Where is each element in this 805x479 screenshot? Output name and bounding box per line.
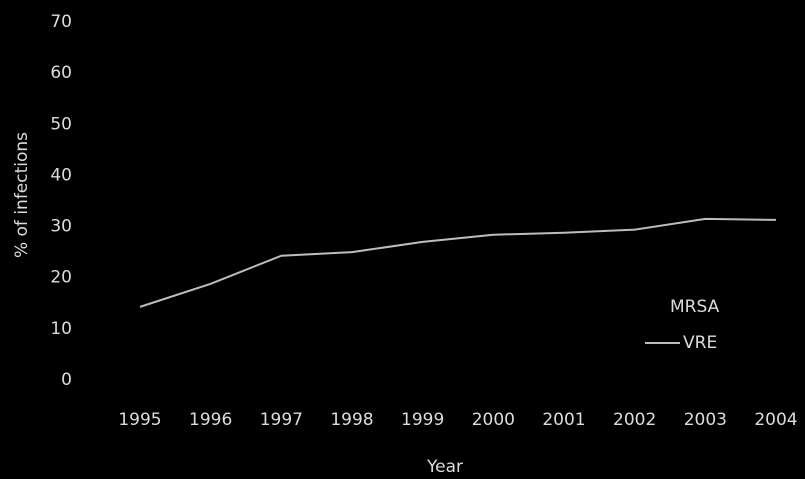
- y-tick-label: 20: [50, 268, 72, 288]
- y-axis-label: % of infections: [12, 132, 32, 258]
- y-tick-label: 70: [50, 12, 72, 32]
- y-tick-label: 0: [61, 370, 72, 390]
- legend-label: MRSA: [670, 297, 720, 317]
- x-tick-label: 1997: [260, 410, 303, 430]
- y-tick-label: 40: [50, 165, 72, 185]
- data-line: [139, 217, 777, 308]
- y-tick-label: 30: [50, 217, 72, 237]
- x-tick-label: 2003: [684, 410, 727, 430]
- x-tick-label: 2001: [542, 410, 585, 430]
- x-tick-label: 2002: [613, 410, 656, 430]
- x-tick-label: 1996: [189, 410, 232, 430]
- x-tick-label: 2004: [754, 410, 797, 430]
- x-tick-label: 1995: [118, 410, 161, 430]
- y-tick-label: 50: [50, 114, 72, 134]
- legend-label: VRE: [683, 333, 717, 353]
- y-tick-label: 60: [50, 63, 72, 83]
- y-tick-label: 10: [50, 319, 72, 339]
- x-tick-label: 2000: [472, 410, 515, 430]
- x-tick-label: 1998: [330, 410, 373, 430]
- x-axis-label: Year: [426, 457, 463, 477]
- x-tick-label: 1999: [401, 410, 444, 430]
